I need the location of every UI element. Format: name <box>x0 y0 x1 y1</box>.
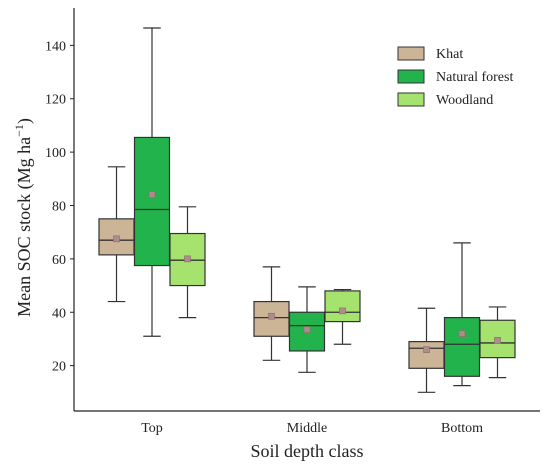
legend-label: Natural forest <box>436 70 513 85</box>
legend-label: Khat <box>436 47 463 62</box>
x-axis-title: Soil depth class <box>251 441 364 461</box>
x-tick-label: Top <box>141 421 163 436</box>
y-tick-label: 100 <box>45 146 66 161</box>
legend-label: Woodland <box>436 93 493 108</box>
mean-marker <box>148 191 156 199</box>
x-tick-label: Middle <box>287 421 327 436</box>
legend-swatch <box>397 92 425 107</box>
mean-marker <box>458 330 466 337</box>
box-khat <box>408 341 445 369</box>
y-tick-label: 140 <box>45 39 66 54</box>
box-natural-forest <box>443 316 481 377</box>
mean-marker <box>184 255 191 263</box>
legend-swatch <box>397 46 425 61</box>
y-axis-title: Mean SOC stock (Mg ha−1) <box>12 118 35 317</box>
mean-marker <box>303 326 311 333</box>
y-tick-label: 120 <box>45 93 66 108</box>
mean-marker <box>423 346 430 353</box>
x-tick-label: Bottom <box>441 421 483 436</box>
y-tick-label: 20 <box>52 360 66 375</box>
box-natural-forest <box>133 136 171 267</box>
y-tick-label: 80 <box>52 199 66 214</box>
mean-marker <box>494 336 501 344</box>
box-woodland <box>324 290 361 323</box>
mean-marker <box>113 235 120 243</box>
y-tick-label: 60 <box>52 253 66 268</box>
legend-swatch <box>397 69 425 84</box>
mean-marker <box>339 307 346 315</box>
mean-marker <box>268 312 275 320</box>
y-tick-label: 40 <box>52 306 66 321</box>
